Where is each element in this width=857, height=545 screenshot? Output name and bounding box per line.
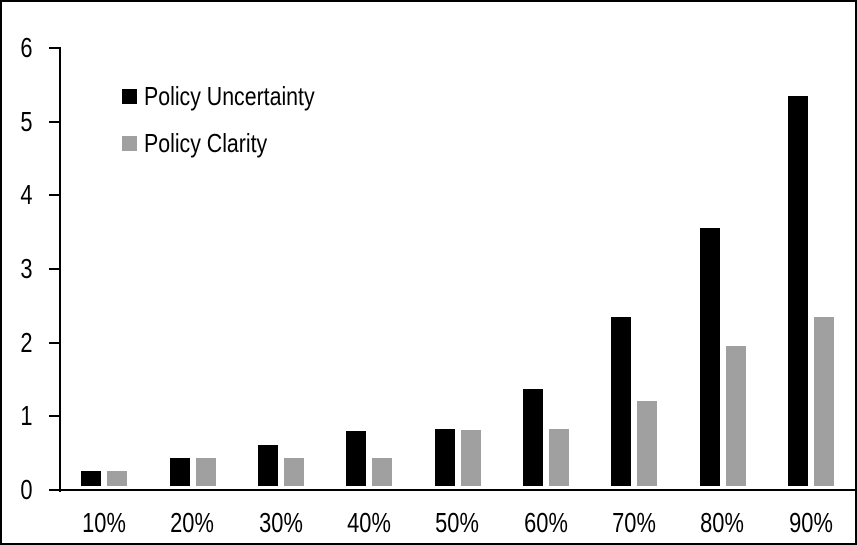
bar-policy-clarity-80 — [725, 346, 746, 486]
y-axis-tick-5 — [49, 120, 60, 123]
bar-policy-clarity-70 — [637, 401, 658, 486]
y-axis-tick-1 — [49, 415, 60, 418]
y-axis-tick-0 — [49, 489, 60, 491]
bar-policy-uncertainty-80 — [699, 228, 720, 486]
bar-policy-uncertainty-70 — [611, 316, 632, 486]
x-axis-line — [59, 489, 855, 491]
y-axis-tick-label-1: 1 — [20, 400, 33, 432]
bar-policy-uncertainty-50 — [434, 429, 455, 486]
x-axis-label-50: 50% — [435, 507, 480, 538]
legend-item-policy-uncertainty: Policy Uncertainty — [122, 83, 352, 109]
bar-policy-clarity-50 — [460, 430, 481, 486]
x-axis-label-90: 90% — [788, 507, 833, 538]
bar-policy-clarity-60 — [548, 429, 569, 486]
x-axis-label-20: 20% — [170, 507, 215, 538]
x-axis-label-60: 60% — [523, 507, 568, 538]
y-axis-line — [59, 47, 61, 492]
y-axis-tick-label-6: 6 — [20, 32, 33, 63]
y-axis-tick-2 — [49, 341, 60, 344]
bar-policy-clarity-90 — [813, 316, 834, 486]
x-axis-label-80: 80% — [700, 507, 745, 538]
y-axis-tick-6 — [49, 47, 60, 49]
y-axis-tick-label-3: 3 — [20, 253, 33, 284]
y-axis-tick-3 — [49, 268, 60, 270]
bar-policy-uncertainty-90 — [787, 95, 808, 486]
legend-swatch-policy-uncertainty-icon — [122, 88, 137, 104]
y-axis-tick-label-2: 2 — [20, 326, 33, 358]
bar-policy-clarity-40 — [372, 458, 393, 486]
bar-policy-clarity-20 — [195, 458, 216, 486]
bar-policy-uncertainty-10 — [81, 471, 102, 486]
y-axis-tick-4 — [49, 194, 60, 197]
y-axis-tick-label-0: 0 — [20, 474, 33, 505]
bar-policy-uncertainty-20 — [169, 458, 190, 486]
legend-swatch-policy-clarity-icon — [122, 135, 137, 151]
bar-policy-uncertainty-60 — [522, 388, 543, 486]
bar-policy-clarity-30 — [283, 458, 304, 486]
legend-label-policy-uncertainty: Policy Uncertainty — [144, 81, 315, 111]
y-axis-tick-label-4: 4 — [20, 179, 33, 211]
legend-label-policy-clarity: Policy Clarity — [144, 128, 268, 158]
y-axis-tick-label-5: 5 — [20, 105, 33, 137]
bar-policy-uncertainty-40 — [346, 430, 367, 486]
x-axis-label-70: 70% — [612, 507, 657, 538]
bar-policy-uncertainty-30 — [257, 445, 278, 486]
x-axis-label-30: 30% — [258, 507, 303, 538]
x-axis-label-40: 40% — [347, 507, 392, 538]
legend-item-policy-clarity: Policy Clarity — [122, 130, 294, 156]
bar-policy-clarity-10 — [107, 471, 128, 486]
x-axis-label-10: 10% — [82, 507, 127, 538]
